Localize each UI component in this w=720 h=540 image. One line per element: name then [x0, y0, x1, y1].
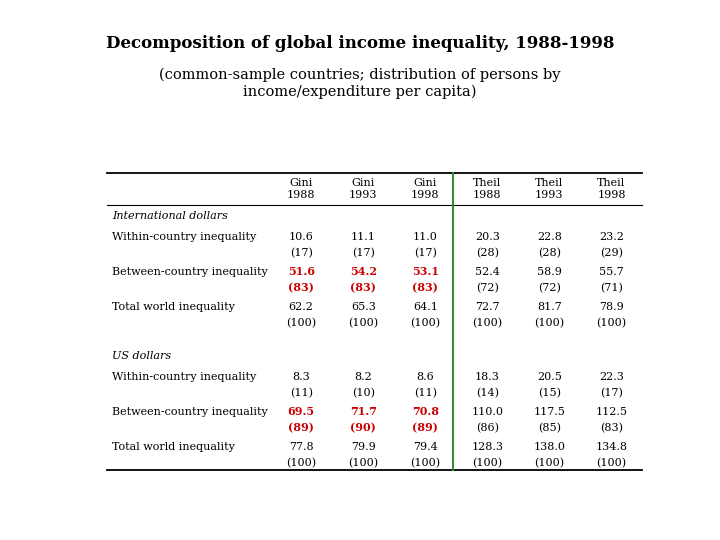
Text: (28): (28)	[476, 248, 499, 258]
Text: (71): (71)	[600, 283, 623, 293]
Text: (11): (11)	[289, 388, 312, 398]
Text: (14): (14)	[476, 388, 499, 398]
Text: (17): (17)	[289, 248, 312, 258]
Text: Total world inequality: Total world inequality	[112, 442, 235, 453]
Text: Theil
1998: Theil 1998	[597, 178, 626, 200]
Text: 11.0: 11.0	[413, 232, 438, 241]
Text: (89): (89)	[413, 423, 438, 434]
Text: (100): (100)	[534, 318, 564, 329]
Text: (90): (90)	[351, 423, 376, 434]
Text: 112.5: 112.5	[595, 407, 627, 417]
Text: 20.5: 20.5	[537, 372, 562, 382]
Text: Total world inequality: Total world inequality	[112, 302, 235, 312]
Text: 53.1: 53.1	[412, 266, 438, 278]
Text: (72): (72)	[538, 283, 561, 293]
Text: (10): (10)	[351, 388, 374, 398]
Text: Between-country inequality: Between-country inequality	[112, 407, 268, 417]
Text: 138.0: 138.0	[534, 442, 565, 453]
Text: International dollars: International dollars	[112, 211, 228, 221]
Text: 23.2: 23.2	[599, 232, 624, 241]
Text: (100): (100)	[596, 458, 626, 469]
Text: (100): (100)	[596, 318, 626, 329]
Text: Gini
1998: Gini 1998	[411, 178, 439, 200]
Text: Theil
1988: Theil 1988	[473, 178, 502, 200]
Text: Within-country inequality: Within-country inequality	[112, 232, 256, 241]
Text: Theil
1993: Theil 1993	[535, 178, 564, 200]
Text: (89): (89)	[288, 423, 314, 434]
Text: (100): (100)	[286, 318, 316, 329]
Text: (100): (100)	[410, 458, 441, 469]
Text: (83): (83)	[600, 423, 623, 434]
Text: (100): (100)	[286, 458, 316, 469]
Text: Gini
1988: Gini 1988	[287, 178, 315, 200]
Text: (common-sample countries; distribution of persons by
income/expenditure per capi: (common-sample countries; distribution o…	[159, 68, 561, 99]
Text: (86): (86)	[476, 423, 499, 434]
Text: 64.1: 64.1	[413, 302, 438, 312]
Text: (83): (83)	[413, 282, 438, 294]
Text: Decomposition of global income inequality, 1988-1998: Decomposition of global income inequalit…	[106, 35, 614, 52]
Text: (100): (100)	[410, 318, 441, 329]
Text: US dollars: US dollars	[112, 352, 171, 361]
Text: 20.3: 20.3	[475, 232, 500, 241]
Text: 69.5: 69.5	[287, 407, 315, 417]
Text: 78.9: 78.9	[599, 302, 624, 312]
Text: 128.3: 128.3	[472, 442, 503, 453]
Text: (17): (17)	[600, 388, 623, 398]
Text: (72): (72)	[476, 283, 499, 293]
Text: (100): (100)	[472, 318, 503, 329]
Text: 55.7: 55.7	[599, 267, 624, 277]
Text: 58.9: 58.9	[537, 267, 562, 277]
Text: 22.3: 22.3	[599, 372, 624, 382]
Text: 10.6: 10.6	[289, 232, 314, 241]
Text: 52.4: 52.4	[475, 267, 500, 277]
Text: Within-country inequality: Within-country inequality	[112, 372, 256, 382]
Text: (17): (17)	[352, 248, 374, 258]
Text: 22.8: 22.8	[537, 232, 562, 241]
Text: (15): (15)	[538, 388, 561, 398]
Text: 65.3: 65.3	[351, 302, 376, 312]
Text: (83): (83)	[288, 282, 314, 294]
Text: 77.8: 77.8	[289, 442, 313, 453]
Text: 70.8: 70.8	[412, 407, 438, 417]
Text: (29): (29)	[600, 248, 623, 258]
Text: 18.3: 18.3	[475, 372, 500, 382]
Text: (11): (11)	[414, 388, 437, 398]
Text: (100): (100)	[534, 458, 564, 469]
Text: 11.1: 11.1	[351, 232, 376, 241]
Text: 134.8: 134.8	[595, 442, 627, 453]
Text: 79.4: 79.4	[413, 442, 438, 453]
Text: 8.2: 8.2	[354, 372, 372, 382]
Text: 62.2: 62.2	[289, 302, 314, 312]
Text: (85): (85)	[538, 423, 561, 434]
Text: 54.2: 54.2	[350, 266, 377, 278]
Text: Between-country inequality: Between-country inequality	[112, 267, 268, 277]
Text: 81.7: 81.7	[537, 302, 562, 312]
Text: (17): (17)	[414, 248, 437, 258]
Text: 51.6: 51.6	[288, 266, 315, 278]
Text: (100): (100)	[472, 458, 503, 469]
Text: Gini
1993: Gini 1993	[349, 178, 377, 200]
Text: 8.6: 8.6	[416, 372, 434, 382]
Text: 71.7: 71.7	[350, 407, 377, 417]
Text: 79.9: 79.9	[351, 442, 376, 453]
Text: (100): (100)	[348, 318, 378, 329]
Text: 110.0: 110.0	[472, 407, 503, 417]
Text: 72.7: 72.7	[475, 302, 500, 312]
Text: (83): (83)	[350, 282, 376, 294]
Text: 117.5: 117.5	[534, 407, 565, 417]
Text: 8.3: 8.3	[292, 372, 310, 382]
Text: (28): (28)	[538, 248, 561, 258]
Text: (100): (100)	[348, 458, 378, 469]
